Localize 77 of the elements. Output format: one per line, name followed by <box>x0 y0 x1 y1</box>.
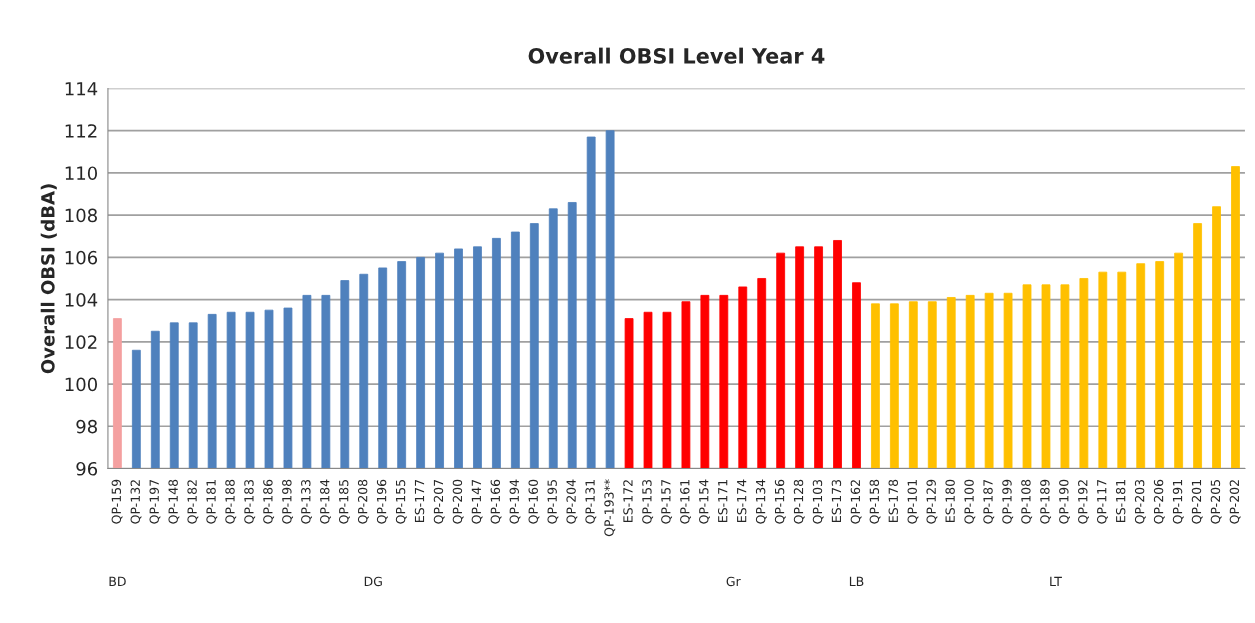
x-tick-label: QP-108 <box>1021 479 1033 524</box>
x-tick-label: QP-199 <box>1002 479 1014 524</box>
x-tick-label: QP-154 <box>699 479 710 524</box>
x-tick-label: QP-131 <box>585 480 597 524</box>
x-tick-label: QP-147 <box>471 479 483 524</box>
x-tick-label: QP-166 <box>490 479 502 524</box>
x-tick-label: QP-161 <box>680 480 691 524</box>
x-tick-label: QP-101 <box>907 480 919 524</box>
series-label: BD <box>109 576 126 586</box>
x-tick-label: QP-159 <box>111 479 123 524</box>
x-tick-label: QP-203 <box>1134 479 1146 524</box>
y-tick-label: 104 <box>65 293 98 307</box>
x-tick-label: ES-173 <box>831 479 842 522</box>
x-tick-label: ES-181 <box>1115 480 1126 522</box>
x-tick-label: QP-194 <box>509 479 521 524</box>
x-tick-label: QP-207 <box>433 479 445 524</box>
x-tick-label: QP-186 <box>263 479 275 524</box>
x-tick-label: QP-202 <box>1229 480 1241 524</box>
y-axis-title: Overall OBSI (dBA) <box>40 184 57 374</box>
x-tick-label: ES-172 <box>623 480 633 522</box>
x-tick-label: QP-191 <box>1172 480 1184 524</box>
x-tick-label: ES-177 <box>414 479 425 522</box>
x-tick-label: ES-174 <box>736 479 747 522</box>
x-tick-label: QP-201 <box>1191 480 1203 524</box>
x-tick-label: QP-187 <box>983 479 995 524</box>
x-tick-label: QP-128 <box>793 479 805 524</box>
x-tick-label: QP-189 <box>1040 479 1052 524</box>
x-tick-label: QP-160 <box>528 479 540 524</box>
y-tick-label: 112 <box>65 124 97 138</box>
x-tick-label: QP-196 <box>376 479 388 524</box>
series-label: DG <box>364 576 382 587</box>
y-tick-label: 102 <box>65 335 97 349</box>
x-tick-label: QP-200 <box>452 479 464 524</box>
series-label: Gr <box>726 576 741 587</box>
x-tick-label: QP-133 <box>301 479 312 524</box>
x-tick-label: QP-153 <box>642 479 654 524</box>
x-tick-label: QP-190 <box>1059 479 1070 524</box>
x-tick-label: QP-195 <box>547 480 559 524</box>
x-tick-label: QP-193** <box>604 479 616 537</box>
x-tick-label: ES-180 <box>945 479 955 522</box>
x-tick-label: QP-192 <box>1078 480 1089 524</box>
x-tick-label: ES-171 <box>717 480 728 522</box>
x-tick-label: QP-204 <box>566 479 578 524</box>
x-tick-label: QP-132 <box>130 480 142 524</box>
x-tick-label: QP-197 <box>149 479 161 524</box>
x-tick-label: QP-198 <box>282 479 294 524</box>
x-tick-label: QP-208 <box>357 479 369 524</box>
y-tick-label: 110 <box>65 166 98 181</box>
x-tick-label: QP-148 <box>168 479 180 524</box>
x-tick-label: QP-183 <box>244 479 256 524</box>
y-tick-label: 98 <box>76 419 97 434</box>
x-tick-label: QP-134 <box>755 479 767 524</box>
x-tick-label: QP-184 <box>320 479 331 524</box>
x-tick-label: QP-129 <box>926 479 938 524</box>
y-tick-label: 108 <box>65 208 97 223</box>
x-tick-label: QP-206 <box>1153 479 1165 524</box>
chart-title: Overall OBSI Level Year 4 <box>528 47 825 64</box>
x-tick-label: QP-117 <box>1097 479 1108 524</box>
x-tick-label: QP-156 <box>774 479 786 524</box>
series-label: LB <box>849 576 864 586</box>
y-tick-label: 96 <box>76 461 98 476</box>
x-tick-label: QP-103 <box>812 479 824 524</box>
x-tick-label: QP-188 <box>225 479 237 524</box>
x-tick-label: QP-157 <box>661 479 673 524</box>
x-tick-label: QP-205 <box>1210 480 1222 524</box>
x-tick-label: QP-158 <box>869 479 881 524</box>
x-tick-label: QP-155 <box>395 480 407 524</box>
y-tick-label: 106 <box>65 250 98 265</box>
x-tick-label: QP-162 <box>850 480 862 524</box>
y-tick-label: 114 <box>65 82 98 96</box>
series-label: LT <box>1050 576 1062 586</box>
x-tick-label: QP-100 <box>964 479 976 524</box>
y-tick-label: 100 <box>65 377 98 392</box>
x-tick-label: QP-182 <box>187 480 199 524</box>
x-tick-label: QP-181 <box>206 480 218 524</box>
x-tick-label: ES-178 <box>888 479 898 522</box>
x-tick-label: QP-185 <box>338 480 350 524</box>
